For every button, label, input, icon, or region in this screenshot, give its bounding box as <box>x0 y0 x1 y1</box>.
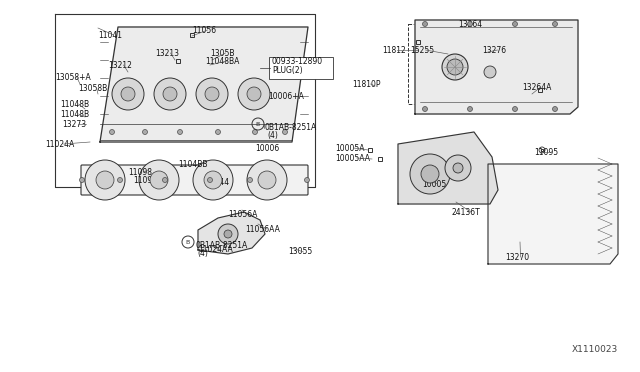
Circle shape <box>447 59 463 75</box>
Text: X1110023: X1110023 <box>572 345 618 354</box>
FancyBboxPatch shape <box>81 165 308 195</box>
Text: 13273: 13273 <box>62 119 86 128</box>
Circle shape <box>484 66 496 78</box>
Text: 0B1AB-8251A: 0B1AB-8251A <box>195 241 247 250</box>
Text: 10006+A: 10006+A <box>268 92 304 100</box>
Text: 13058B: 13058B <box>78 83 108 93</box>
Circle shape <box>442 54 468 80</box>
Circle shape <box>253 129 257 135</box>
Circle shape <box>163 87 177 101</box>
Circle shape <box>247 160 287 200</box>
Text: B: B <box>186 240 190 244</box>
Text: 13270: 13270 <box>505 253 529 262</box>
Circle shape <box>163 177 168 183</box>
Text: (4): (4) <box>267 131 278 140</box>
Circle shape <box>112 78 144 110</box>
Text: 10005A: 10005A <box>335 144 365 153</box>
Circle shape <box>467 22 472 26</box>
Polygon shape <box>198 212 265 254</box>
Text: 10005AA: 10005AA <box>335 154 370 163</box>
Circle shape <box>552 22 557 26</box>
Circle shape <box>96 171 114 189</box>
Circle shape <box>422 106 428 112</box>
Circle shape <box>216 129 221 135</box>
Circle shape <box>445 155 471 181</box>
Text: 11044: 11044 <box>205 177 229 186</box>
Circle shape <box>121 87 135 101</box>
Polygon shape <box>100 27 308 142</box>
Circle shape <box>118 177 122 183</box>
Circle shape <box>218 224 238 244</box>
Text: 11024AA: 11024AA <box>198 246 233 254</box>
Text: 11812: 11812 <box>382 45 406 55</box>
Circle shape <box>247 87 261 101</box>
Circle shape <box>150 171 168 189</box>
Text: 13276: 13276 <box>482 45 506 55</box>
FancyBboxPatch shape <box>269 57 333 79</box>
Circle shape <box>109 129 115 135</box>
Text: 11810P: 11810P <box>352 80 381 89</box>
Text: (4): (4) <box>197 249 208 258</box>
Text: 11048B: 11048B <box>60 109 89 119</box>
Circle shape <box>177 129 182 135</box>
Polygon shape <box>415 20 578 114</box>
Text: 1104BB: 1104BB <box>178 160 207 169</box>
Circle shape <box>552 106 557 112</box>
Polygon shape <box>398 132 498 204</box>
Circle shape <box>85 160 125 200</box>
Text: B: B <box>256 122 260 126</box>
Circle shape <box>238 78 270 110</box>
Text: 11056: 11056 <box>192 26 216 35</box>
Circle shape <box>154 78 186 110</box>
Text: 11024A: 11024A <box>45 140 74 148</box>
Circle shape <box>204 171 222 189</box>
Circle shape <box>282 129 287 135</box>
Text: 13264: 13264 <box>458 19 482 29</box>
Text: 11048BA: 11048BA <box>205 57 239 65</box>
Text: 11098: 11098 <box>128 167 152 176</box>
Circle shape <box>79 177 84 183</box>
Text: 11099: 11099 <box>133 176 157 185</box>
Text: 10006: 10006 <box>255 144 279 153</box>
Circle shape <box>422 22 428 26</box>
Circle shape <box>207 177 212 183</box>
Circle shape <box>410 154 450 194</box>
Circle shape <box>193 160 233 200</box>
Text: 13055: 13055 <box>288 247 312 257</box>
Text: 13058+A: 13058+A <box>55 73 91 81</box>
Polygon shape <box>488 164 618 264</box>
Text: 13264A: 13264A <box>522 83 552 92</box>
Circle shape <box>305 177 310 183</box>
Circle shape <box>224 230 232 238</box>
Circle shape <box>196 78 228 110</box>
Text: 11095: 11095 <box>534 148 558 157</box>
Circle shape <box>258 171 276 189</box>
Text: 13213: 13213 <box>155 48 179 58</box>
Text: 15255: 15255 <box>410 45 434 55</box>
Circle shape <box>139 160 179 200</box>
Text: 24136T: 24136T <box>452 208 481 217</box>
Circle shape <box>205 87 219 101</box>
Text: 13212: 13212 <box>108 61 132 70</box>
Text: 11056A: 11056A <box>228 209 257 218</box>
Text: 10005: 10005 <box>422 180 446 189</box>
Circle shape <box>248 177 253 183</box>
Text: 0B1AB-8251A: 0B1AB-8251A <box>265 123 317 132</box>
Text: 11048B: 11048B <box>60 99 89 109</box>
Text: 11056AA: 11056AA <box>245 224 280 234</box>
Text: 1305B: 1305B <box>210 48 234 58</box>
Text: PLUG(2): PLUG(2) <box>272 66 303 75</box>
Circle shape <box>421 165 439 183</box>
Circle shape <box>513 22 518 26</box>
Circle shape <box>143 129 147 135</box>
Circle shape <box>453 163 463 173</box>
Text: 11041: 11041 <box>98 31 122 39</box>
Circle shape <box>513 106 518 112</box>
Circle shape <box>467 106 472 112</box>
Text: 00933-12890: 00933-12890 <box>272 57 323 66</box>
